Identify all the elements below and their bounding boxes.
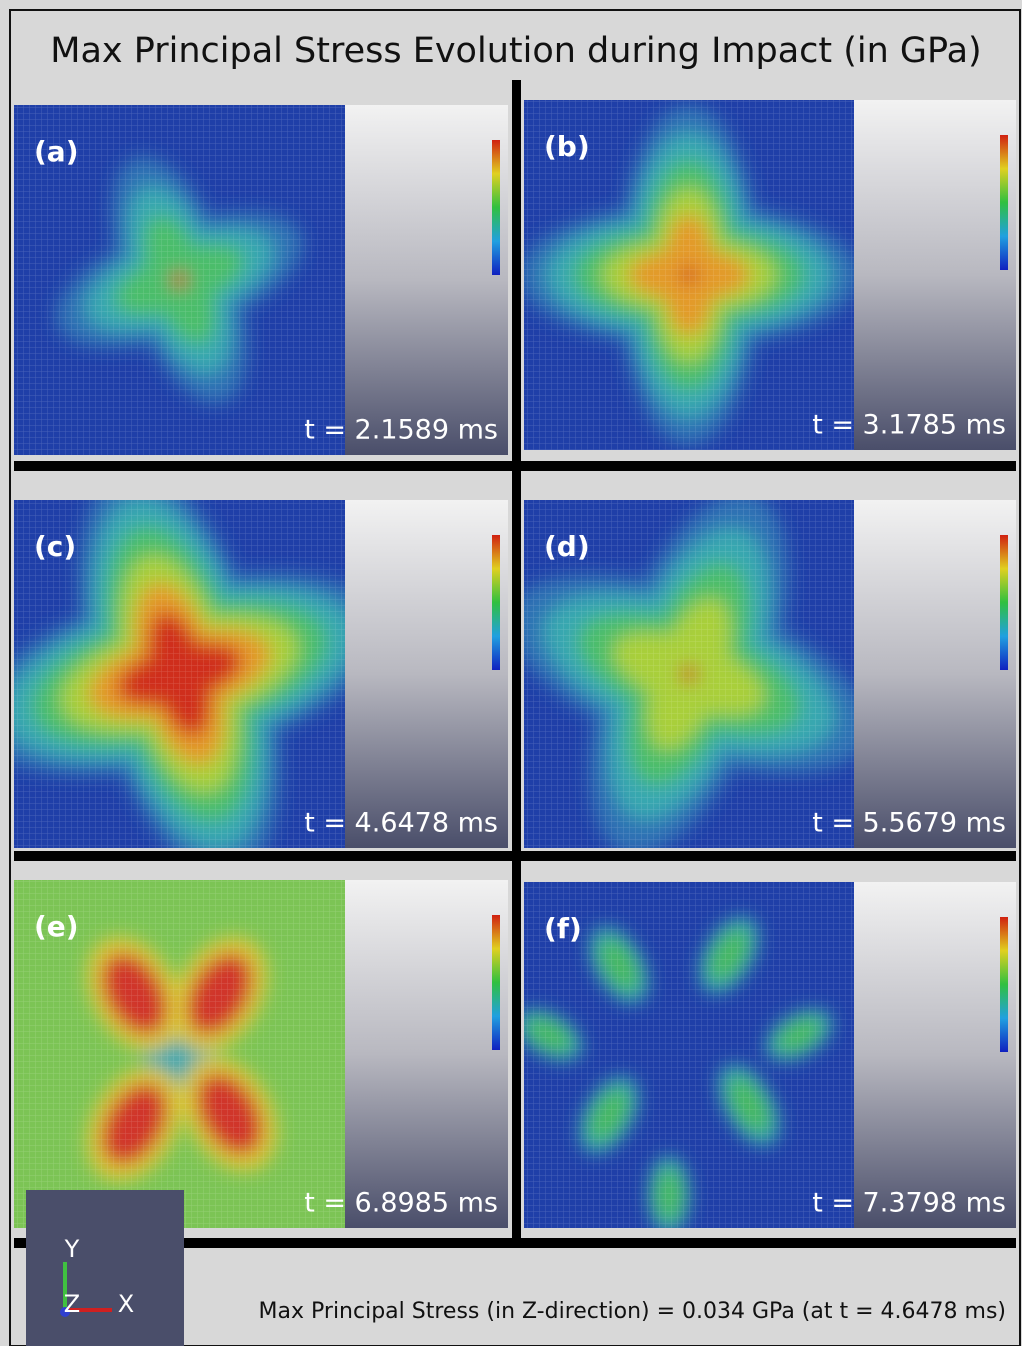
z-axis-label: Z [64,1290,80,1318]
panel: (b) t = 3.1785 ms [519,100,1016,450]
panel-label: (c) [34,530,76,563]
figure: Max Principal Stress Evolution during Im… [0,0,1022,1346]
footer-note: Max Principal Stress (in Z-direction) = … [259,1299,1006,1324]
color-bar [492,140,500,275]
panel-label: (f) [544,912,582,945]
divider [14,461,1016,471]
panels: (a) t = 2.1589 ms (b) t = 3.1785 ms (c) t = 4… [0,100,1016,1234]
panel: (c) t = 4.6478 ms [0,448,508,899]
panel-label: (d) [544,530,590,563]
color-bar [492,535,500,670]
legend-area [345,105,508,455]
axis-triad-box [26,1190,184,1346]
time-label: t = 6.8985 ms [304,1188,498,1219]
color-bar [1000,917,1008,1052]
time-label: t = 5.5679 ms [812,808,1006,839]
panel-label: (a) [34,135,79,168]
legend-area [345,880,508,1228]
color-bar [1000,535,1008,670]
legend-area [345,500,508,848]
panel: (f) t = 7.3798 ms [507,882,1016,1234]
time-label: t = 3.1785 ms [812,410,1006,441]
time-label: t = 7.3798 ms [812,1188,1006,1219]
x-axis-label: X [118,1290,134,1318]
legend-area [854,100,1016,450]
panel: (a) t = 2.1589 ms [14,105,508,455]
divider [512,80,521,1245]
title: Max Principal Stress Evolution during Im… [50,31,981,71]
legend-area [854,882,1016,1228]
panel: (d) t = 5.5679 ms [483,468,1016,880]
time-label: t = 2.1589 ms [304,415,498,446]
time-label: t = 4.6478 ms [304,808,498,839]
y-axis-label: Y [64,1235,80,1263]
panel-label: (b) [544,130,590,163]
divider [14,851,1016,861]
color-bar [492,915,500,1050]
panel-label: (e) [34,910,79,943]
color-bar [1000,135,1008,270]
legend-area [854,500,1016,848]
panel: (e) t = 6.8985 ms [14,880,508,1228]
